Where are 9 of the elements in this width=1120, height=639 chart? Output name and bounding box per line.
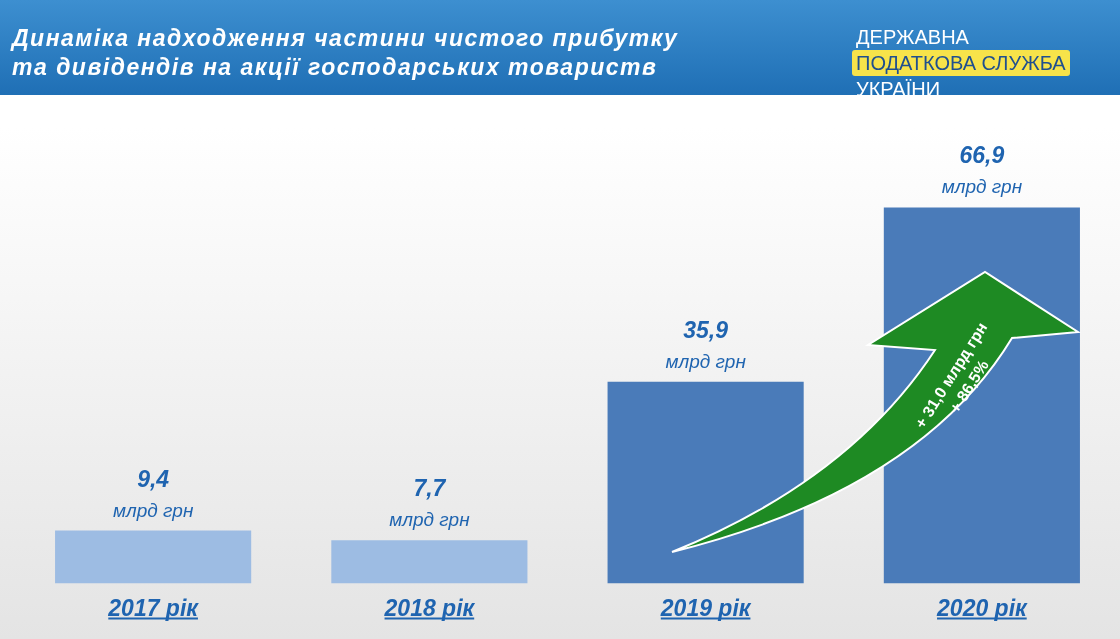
data-label: 66,9 млрд грн (941, 142, 1023, 198)
x-tick-label: 2019 рік (659, 594, 752, 621)
data-label: 35,9 млрд грн (665, 316, 747, 372)
data-label: 9,4 млрд грн (112, 465, 194, 521)
chart-title: Динаміка надходження частини чистого прибутку та дивідендів на акції господарських товариств (12, 24, 680, 82)
data-label: 7,7 млрд грн (389, 475, 471, 531)
x-tick-label: 2020 рік (936, 594, 1029, 621)
x-tick-label: 2018 рік (383, 594, 476, 621)
x-tick-label: 2017 рік (107, 594, 200, 621)
